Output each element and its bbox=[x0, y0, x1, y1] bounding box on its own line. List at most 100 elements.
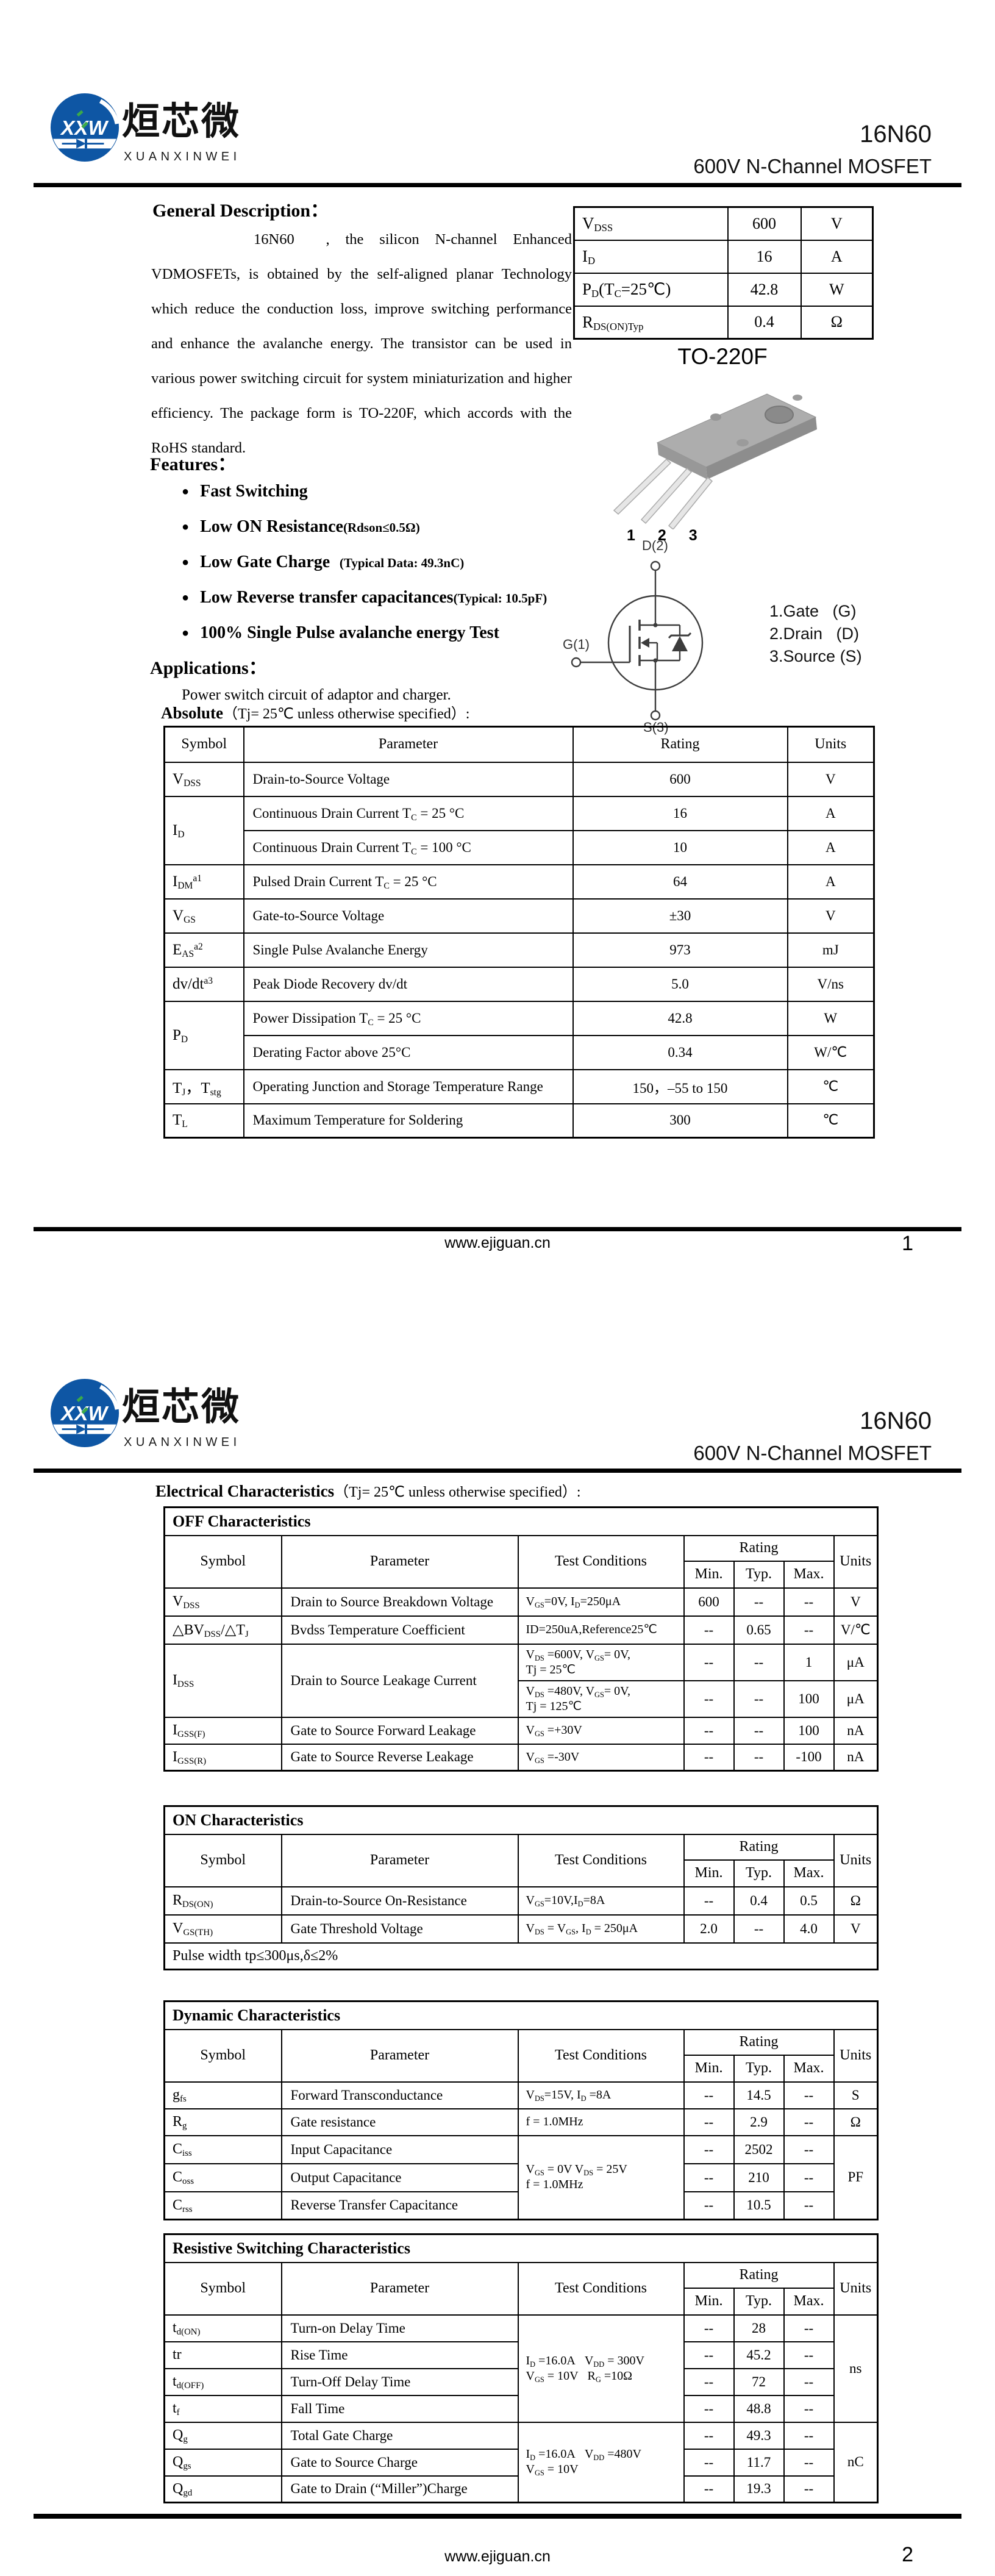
table-cell: Min. bbox=[683, 1859, 735, 1887]
footer-website: www.ejiguan.cn bbox=[444, 1234, 551, 1251]
table-cell: Test Conditions bbox=[517, 1534, 685, 1589]
table-row: VGS Gate-to-Source Voltage ±30 V bbox=[163, 898, 875, 934]
table-cell: -- bbox=[783, 2448, 835, 2477]
table-cell: 42.8 bbox=[572, 1000, 788, 1036]
table-cell: ID bbox=[573, 239, 729, 274]
table-cell: -- bbox=[683, 2081, 735, 2109]
table-cell: -- bbox=[783, 2108, 835, 2136]
table-cell: Dynamic Characteristics bbox=[163, 2000, 879, 2030]
table-cell: Drain to Source Breakdown Voltage bbox=[280, 1587, 519, 1617]
table-cell: -- bbox=[683, 2191, 735, 2220]
table-cell: 45.2 bbox=[733, 2341, 785, 2369]
feature-text: Low Reverse transfer capacitances bbox=[200, 588, 454, 607]
list-item: ● 100% Single Pulse avalanche energy Test bbox=[182, 623, 572, 643]
table-cell: Test Conditions bbox=[517, 2261, 685, 2316]
applications-text: Power switch circuit of adaptor and char… bbox=[182, 687, 451, 703]
bullet-icon: ● bbox=[182, 556, 190, 569]
pin-numbers-label: 1 2 3 bbox=[627, 527, 707, 544]
table-cell: Units bbox=[833, 1833, 879, 1887]
page-number: 2 bbox=[902, 2543, 913, 2566]
table-row: Pulse width tp≤300μs,δ≤2% bbox=[163, 1942, 879, 1970]
table-cell: Qgd bbox=[163, 2475, 282, 2503]
table-cell: nA bbox=[833, 1743, 879, 1772]
table-cell: PD(TC=25℃) bbox=[573, 272, 729, 307]
table-cell: V/ns bbox=[786, 966, 875, 1002]
table-cell: Output Capacitance bbox=[280, 2163, 519, 2192]
table-cell: Ω bbox=[833, 2108, 879, 2136]
general-description-text: 16N60 , the silicon N-channel Enhanced V… bbox=[151, 231, 572, 456]
header-rule bbox=[34, 183, 961, 187]
table-cell: VDS = VGS, ID = 250μA bbox=[517, 1914, 685, 1944]
table-cell: -- bbox=[683, 2475, 735, 2503]
table-cell: 973 bbox=[572, 932, 788, 968]
table-cell: Ω bbox=[800, 305, 874, 340]
table-row: IDMa1 Pulsed Drain Current TC = 25 °C 64 A bbox=[163, 864, 875, 900]
brand-name-en: XUANXINWEI bbox=[124, 1436, 241, 1449]
table-cell: V bbox=[833, 1587, 879, 1617]
table-row: Min. Typ. Max. bbox=[165, 2054, 878, 2083]
gate-pin-label: G(1) bbox=[563, 637, 590, 652]
table-cell: V bbox=[833, 1914, 879, 1944]
footer-rule bbox=[34, 1227, 961, 1231]
table-cell: RDS(ON) bbox=[163, 1886, 282, 1916]
table-cell: 600 bbox=[572, 761, 788, 797]
table-cell: Ciss bbox=[163, 2134, 282, 2164]
table-cell: -- bbox=[783, 1615, 835, 1645]
table-row: tr Rise Time -- 45.2 -- bbox=[163, 2341, 878, 2369]
table-cell: ℃ bbox=[786, 1103, 875, 1139]
table-row: IGSS(R) Gate to Source Reverse Leakage VGS… bbox=[163, 1743, 879, 1772]
on-characteristics-table: ON Characteristics Symbol Parameter Test Co… bbox=[163, 1805, 879, 1970]
table-cell: Ω bbox=[833, 1886, 879, 1916]
table-cell: Parameter bbox=[280, 1534, 519, 1589]
list-item: ● Fast Switching bbox=[182, 482, 572, 501]
table-cell: Gate to Source Forward Leakage bbox=[280, 1716, 519, 1745]
part-number: 16N60 bbox=[860, 1408, 932, 1434]
table-row: RDS(ON)Typ 0.4 Ω bbox=[573, 305, 874, 340]
feature-text: 100% Single Pulse avalanche energy Test bbox=[200, 623, 499, 642]
table-cell: VDSS bbox=[573, 206, 729, 241]
table-row: IDSS Drain to Source Leakage Current VDS =… bbox=[163, 1643, 879, 1718]
table-cell: Typ. bbox=[733, 1560, 785, 1589]
table-cell: Pulsed Drain Current TC = 25 °C bbox=[243, 864, 574, 900]
table-cell: Input Capacitance bbox=[280, 2134, 519, 2164]
pin-legend-gate: 1.Gate (G) bbox=[769, 602, 857, 620]
table-cell: Reverse Transfer Capacitance bbox=[280, 2191, 519, 2220]
table-cell: A bbox=[786, 864, 875, 900]
table-row: Ciss Input Capacitance VGS = 0V VDS = 25V … bbox=[163, 2134, 879, 2220]
table-cell: -- bbox=[783, 2314, 835, 2342]
table-cell: Min. bbox=[683, 2287, 735, 2316]
footer-rule bbox=[34, 2514, 961, 2519]
feature-text: Low ON Resistance bbox=[200, 517, 343, 536]
table-cell: -- bbox=[683, 2448, 735, 2477]
page-number: 1 bbox=[902, 1232, 913, 1255]
table-cell: 0.34 bbox=[572, 1034, 788, 1070]
table-cell: -- bbox=[683, 1643, 735, 1681]
table-row: Min. Typ. Max. bbox=[165, 1859, 878, 1887]
table-row: PD Power Dissipation TC = 25 °C 42.8 W bbox=[163, 1000, 875, 1070]
table-cell: EASa2 bbox=[163, 932, 244, 968]
table-cell: ℃ bbox=[786, 1068, 875, 1104]
dynamic-characteristics-table: Dynamic Characteristics Symbol Parameter Te… bbox=[163, 2000, 879, 2220]
table-cell: TJ，Tstg bbox=[163, 1068, 244, 1104]
drain-pin-label: D(2) bbox=[642, 538, 668, 553]
table-cell: V bbox=[786, 898, 875, 934]
table-cell: 10.5 bbox=[733, 2191, 785, 2220]
table-row: △BVDSS/△TJ Bvdss Temperature Coefficient I… bbox=[163, 1615, 879, 1645]
table-cell: -- bbox=[683, 2421, 735, 2450]
table-cell: Gate-to-Source Voltage bbox=[243, 898, 574, 934]
list-item: ● Low ON Resistance(Rdson≤0.5Ω) bbox=[182, 517, 420, 536]
table-cell: A bbox=[800, 239, 874, 274]
table-cell: -100 bbox=[783, 1743, 835, 1772]
table-row: Resistive Switching Characteristics bbox=[163, 2233, 879, 2263]
table-cell: 64 bbox=[572, 864, 788, 900]
table-cell: 48.8 bbox=[733, 2394, 785, 2423]
table-row: dv/dta3 Peak Diode Recovery dv/dt 5.0 V/ns bbox=[163, 966, 875, 1002]
table-cell: W/℃ bbox=[786, 1034, 875, 1070]
table-cell: td(ON) bbox=[163, 2314, 282, 2342]
table-cell: VDS =480V, VGS= 0V, Tj = 125℃ bbox=[517, 1680, 685, 1718]
pin-legend-drain: 2.Drain (D) bbox=[769, 624, 860, 643]
feature-text: Low Gate Charge bbox=[200, 553, 330, 571]
table-cell: Rating bbox=[683, 2028, 835, 2056]
table-cell: VGS(TH) bbox=[163, 1914, 282, 1944]
table-row: Symbol Parameter Test Conditions Rating Unit… bbox=[163, 1833, 879, 1887]
